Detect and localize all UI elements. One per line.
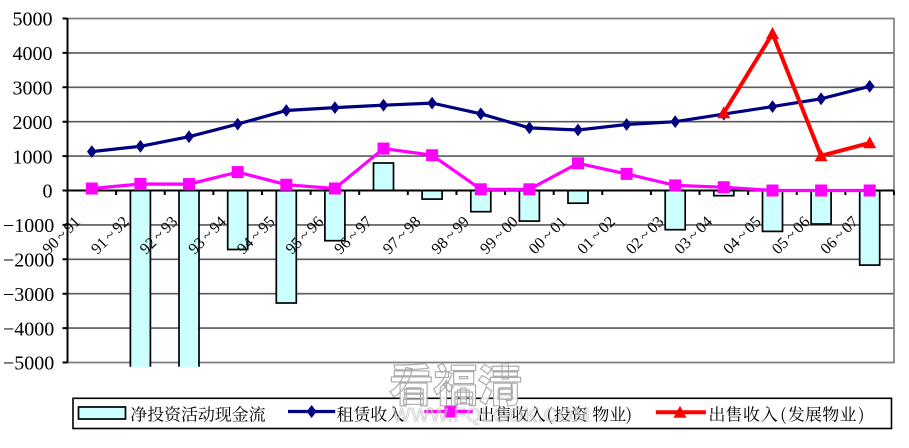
- svg-text:−1000: −1000: [3, 215, 54, 237]
- svg-text:2000: 2000: [13, 112, 53, 134]
- svg-text:−5000: −5000: [3, 353, 54, 375]
- svg-text:−3000: −3000: [3, 284, 54, 306]
- svg-text:WWW.FQLOOK.COM: WWW.FQLOOK.COM: [393, 405, 591, 426]
- svg-text:3000: 3000: [13, 78, 53, 100]
- svg-text:0: 0: [43, 181, 53, 203]
- svg-text:5000: 5000: [13, 9, 53, 31]
- svg-text:4000: 4000: [13, 43, 53, 65]
- svg-text:−4000: −4000: [3, 318, 54, 340]
- svg-text:−2000: −2000: [3, 250, 54, 272]
- svg-text:1000: 1000: [13, 146, 53, 168]
